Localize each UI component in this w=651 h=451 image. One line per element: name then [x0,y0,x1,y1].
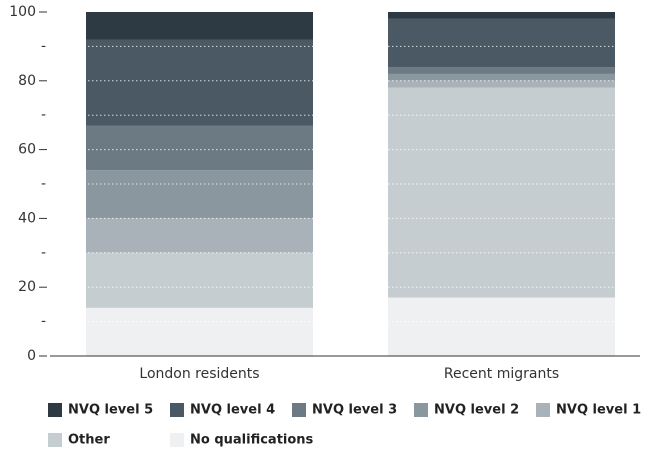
minor-tick-label: - [41,245,46,261]
bar-segment [86,125,313,171]
y-tick-label: 60 [18,142,36,158]
y-tick-label: 40 [18,210,36,226]
legend-label: Other [68,433,110,448]
legend-swatch [414,403,428,417]
legend-label: NVQ level 5 [68,403,153,418]
x-tick-label: Recent migrants [444,366,559,382]
minor-tick-label: - [41,38,46,54]
bar-segment [86,252,313,308]
legend-swatch [170,433,184,447]
legend-swatch [170,403,184,417]
legend-label: NVQ level 4 [190,403,275,418]
bar-segment [86,307,313,356]
bar-segment [86,218,313,253]
y-tick-label: 20 [18,279,36,295]
x-tick-label: London residents [139,366,259,382]
minor-tick-label: - [41,107,46,123]
legend-swatch [48,433,62,447]
legend-swatch [48,403,62,417]
bar-segment [388,18,615,68]
legend-label: NVQ level 1 [556,403,641,418]
legend-swatch [292,403,306,417]
minor-tick-label: - [41,176,46,192]
legend-label: NVQ level 2 [434,403,519,418]
bar-segment [388,67,615,74]
legend-label: No qualifications [190,433,314,448]
y-tick-label: 80 [18,73,36,89]
bar-segment [86,12,313,40]
bar-segment [388,297,615,356]
minor-tick-label: - [41,314,46,330]
bar-segment [388,73,615,81]
bar-segment [388,12,615,19]
legend-label: NVQ level 3 [312,403,397,418]
bar-segment [388,80,615,88]
bar-segment [388,87,615,298]
y-tick-label: 100 [9,4,36,20]
y-tick-label: 0 [27,348,36,364]
bar-segment [86,170,313,219]
bar-segment [86,39,313,126]
legend-swatch [536,403,550,417]
